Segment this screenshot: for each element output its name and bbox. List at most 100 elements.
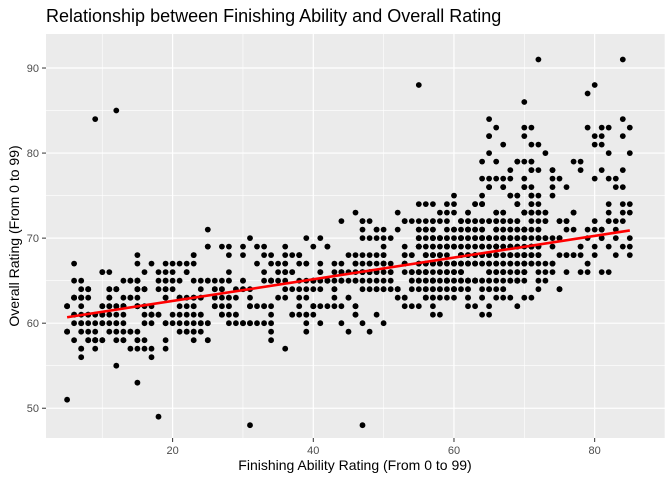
scatter-point: [549, 167, 556, 174]
scatter-point: [570, 252, 577, 258]
scatter-point: [486, 269, 492, 275]
scatter-point: [479, 260, 485, 267]
scatter-point: [542, 218, 549, 225]
scatter-point: [486, 175, 492, 182]
scatter-point: [289, 252, 296, 258]
scatter-point: [282, 286, 289, 293]
scatter-point: [148, 311, 155, 318]
scatter-point: [472, 277, 478, 284]
trend-line: [66, 229, 631, 319]
scatter-point: [605, 209, 612, 216]
scatter-point: [500, 252, 507, 258]
scatter-point: [493, 277, 500, 284]
scatter-point: [542, 150, 549, 157]
scatter-point: [465, 235, 471, 242]
scatter-point: [183, 260, 190, 267]
y-tick-label: 60: [27, 318, 39, 330]
scatter-point: [373, 277, 380, 284]
scatter-point: [226, 294, 232, 301]
scatter-point: [514, 218, 521, 225]
scatter-point: [542, 235, 549, 242]
scatter-point: [415, 201, 422, 208]
scatter-point: [190, 252, 197, 258]
scatter-point: [521, 235, 528, 242]
scatter-point: [619, 116, 626, 122]
scatter-point: [591, 226, 598, 233]
scatter-point: [408, 269, 415, 275]
scatter-point: [549, 243, 556, 250]
scatter-point: [444, 294, 450, 301]
scatter-point: [261, 252, 267, 258]
scatter-point: [556, 218, 563, 225]
scatter-point: [296, 311, 303, 318]
x-axis-ticks: 20 40 60 80: [166, 438, 601, 457]
scatter-point: [612, 175, 619, 182]
scatter-point: [92, 337, 99, 344]
scatter-point: [366, 260, 373, 267]
scatter-point: [437, 235, 443, 242]
scatter-point: [444, 235, 450, 242]
scatter-point: [71, 320, 77, 327]
scatter-point: [500, 141, 507, 148]
scatter-point: [486, 260, 492, 267]
scatter-point: [408, 218, 415, 225]
scatter-point: [240, 277, 246, 284]
scatter-point: [366, 252, 373, 258]
scatter-point: [219, 277, 225, 284]
scatter-point: [183, 269, 190, 275]
scatter-point: [282, 294, 289, 301]
scatter-point: [514, 303, 521, 310]
scatter-point: [359, 286, 366, 293]
scatter-point: [380, 226, 387, 233]
scatter-point: [310, 311, 317, 318]
scatter-point: [352, 311, 359, 318]
scatter-point: [430, 303, 436, 310]
scatter-point: [162, 286, 169, 293]
scatter-point: [338, 320, 345, 327]
scatter-point: [134, 379, 141, 386]
scatter-point: [430, 269, 436, 275]
scatter-point: [183, 303, 190, 310]
scatter-point: [521, 260, 528, 267]
scatter-point: [240, 252, 246, 258]
scatter-point: [507, 294, 514, 301]
scatter-point: [106, 311, 113, 318]
scatter-point: [99, 320, 106, 327]
scatter-point: [493, 124, 500, 131]
scatter-point: [254, 320, 260, 327]
scatter-point: [458, 286, 464, 293]
scatter-point: [479, 235, 485, 242]
scatter-point: [134, 337, 141, 344]
scatter-point: [289, 286, 296, 293]
scatter-point: [444, 269, 450, 275]
scatter-point: [366, 277, 373, 284]
scatter-point: [240, 320, 246, 327]
scatter-point: [444, 243, 450, 250]
scatter-point: [535, 235, 542, 242]
scatter-point: [479, 311, 485, 318]
scatter-point: [444, 209, 450, 216]
scatter-point: [310, 243, 317, 250]
scatter-point: [204, 320, 211, 327]
scatter-point: [626, 243, 633, 250]
scatter-point: [430, 218, 436, 225]
scatter-point: [261, 320, 267, 327]
scatter-point: [176, 260, 183, 267]
scatter-point: [430, 311, 436, 318]
scatter-point: [528, 294, 535, 301]
scatter-point: [303, 320, 310, 327]
scatter-point: [71, 260, 77, 267]
scatter-point: [373, 252, 380, 258]
scatter-point: [619, 218, 626, 225]
scatter-point: [605, 218, 612, 225]
scatter-point: [437, 218, 443, 225]
scatter-point: [493, 226, 500, 233]
scatter-point: [591, 218, 598, 225]
scatter-point: [106, 294, 113, 301]
scatter-point: [233, 294, 239, 301]
scatter-point: [71, 337, 77, 344]
scatter-point: [92, 328, 99, 335]
scatter-point: [113, 311, 120, 318]
scatter-point: [254, 260, 260, 267]
scatter-point: [472, 260, 478, 267]
